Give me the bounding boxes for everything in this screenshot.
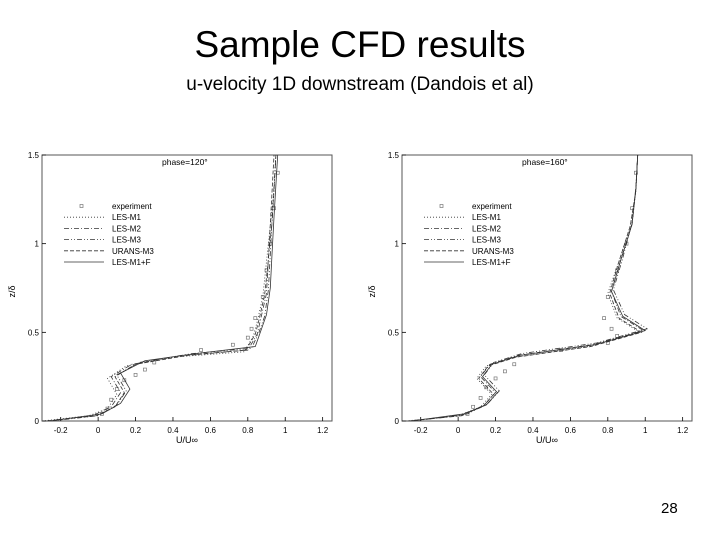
experiment-data-point [615, 334, 620, 338]
x-tick-label: 1.2 [317, 426, 329, 435]
series-line-les-m1 [405, 154, 641, 422]
slide-subtitle: u-velocity 1D downstream (Dandois et al) [186, 74, 534, 95]
legend-label: URANS-M3 [472, 247, 514, 256]
series-line-les-m3 [51, 154, 277, 422]
experiment-data-point [249, 326, 254, 331]
plot-frame [401, 154, 693, 422]
experiment-data-point [634, 170, 638, 175]
y-tick-label: 1.5 [388, 151, 400, 160]
series-line-urans-m3 [47, 154, 275, 422]
legend-label: LES-M2 [472, 224, 501, 233]
experiment-data-point [272, 206, 276, 211]
legend-label: LES-M3 [112, 236, 141, 245]
x-tick-label: 1 [643, 426, 648, 435]
legend-label: LES-M1 [472, 213, 501, 222]
x-tick-label: 0.6 [565, 426, 577, 435]
experiment-data-point [199, 348, 203, 352]
phase-annotation: phase=120° [162, 157, 208, 167]
experiment-data-point [484, 385, 489, 390]
x-tick-label: -0.2 [414, 426, 428, 435]
experiment-data-point [471, 404, 475, 409]
x-axis-label: U/U∞ [536, 435, 558, 445]
series-line-les-m2 [45, 154, 277, 422]
y-axis-label: z/δ [367, 286, 377, 298]
experiment-data-point [133, 373, 138, 377]
x-tick-label: 0.2 [130, 426, 142, 435]
experiment-data-point [602, 316, 606, 320]
y-tick-label: 0.5 [28, 328, 40, 337]
legend-label: LES-M1+F [472, 258, 511, 267]
x-tick-label: 0.8 [602, 426, 614, 435]
phase-annotation: phase=160° [522, 157, 568, 167]
experiment-data-point [114, 387, 119, 391]
x-tick-label: 0.4 [527, 426, 539, 435]
series-line-les-m2 [409, 154, 645, 422]
experiment-data-point [503, 369, 507, 374]
experiment-data-point [605, 295, 610, 299]
plot-frame [41, 154, 333, 422]
legend-label: experiment [472, 202, 512, 211]
experiment-data-point [493, 376, 498, 381]
experiment-data-point [478, 396, 483, 400]
legend-label: LES-M1 [112, 213, 141, 222]
x-tick-label: 1 [283, 426, 288, 435]
experiment-data-point [143, 367, 147, 372]
x-axis-label: U/U∞ [176, 435, 198, 445]
legend-label: LES-M1+F [112, 258, 151, 267]
velocity-profile-chart-phase-120: -0.2 0 0.2 0.4 0.6 0.8 1 1.2 0 0.5 1 1.5 U/U∞ z/δ phas… [7, 151, 333, 445]
x-tick-label: 0 [96, 426, 101, 435]
x-tick-label: 0.8 [242, 426, 254, 435]
x-tick-label: -0.2 [54, 426, 68, 435]
x-tick-label: 1.2 [677, 426, 689, 435]
experiment-data-point [245, 335, 250, 340]
velocity-profile-chart-phase-160: -0.2 0 0.2 0.4 0.6 0.8 1 1.2 0 0.5 1 1.5 U/U∞ z/δ phas… [367, 151, 693, 445]
x-tick-label: 0.4 [167, 426, 179, 435]
legend-label: experiment [112, 202, 152, 211]
x-tick-label: 0 [456, 426, 461, 435]
experiment-data-point [109, 397, 114, 402]
y-tick-label: 0 [35, 417, 40, 426]
x-tick-label: 0.2 [490, 426, 502, 435]
y-tick-label: 1 [35, 240, 40, 249]
experiment-data-point [512, 362, 517, 367]
legend-label: LES-M2 [112, 224, 141, 233]
series-line-les-m1-f [411, 154, 647, 422]
legend-label: URANS-M3 [112, 247, 154, 256]
experiment-data-point [268, 241, 273, 246]
slide-number: 28 [661, 500, 678, 517]
experiment-data-point [253, 316, 258, 320]
x-tick-label: 0.6 [205, 426, 217, 435]
slide-title: Sample CFD results [194, 24, 526, 65]
legend-marker [79, 204, 84, 208]
legend-marker [439, 204, 444, 208]
chart-panel-phase-160: -0.2 0 0.2 0.4 0.6 0.8 1 1.2 0 0.5 1 1.5 U/U∞ z/δ phas… [362, 138, 717, 473]
chart-panel-phase-120: -0.2 0 0.2 0.4 0.6 0.8 1 1.2 0 0.5 1 1.5 U/U∞ z/δ phas… [2, 138, 357, 473]
y-tick-label: 1.5 [28, 151, 40, 160]
y-tick-label: 0 [395, 417, 400, 426]
series-line-les-m1-f [49, 154, 279, 422]
series-line-les-m1 [41, 154, 277, 422]
experiment-data-point [230, 342, 235, 347]
legend-label: LES-M3 [472, 236, 501, 245]
y-tick-label: 0.5 [388, 328, 400, 337]
y-tick-label: 1 [395, 240, 400, 249]
series-line-les-m3 [413, 154, 649, 422]
series-line-urans-m3 [407, 154, 643, 422]
experiment-data-point [609, 326, 614, 331]
y-axis-label: z/δ [7, 286, 17, 298]
